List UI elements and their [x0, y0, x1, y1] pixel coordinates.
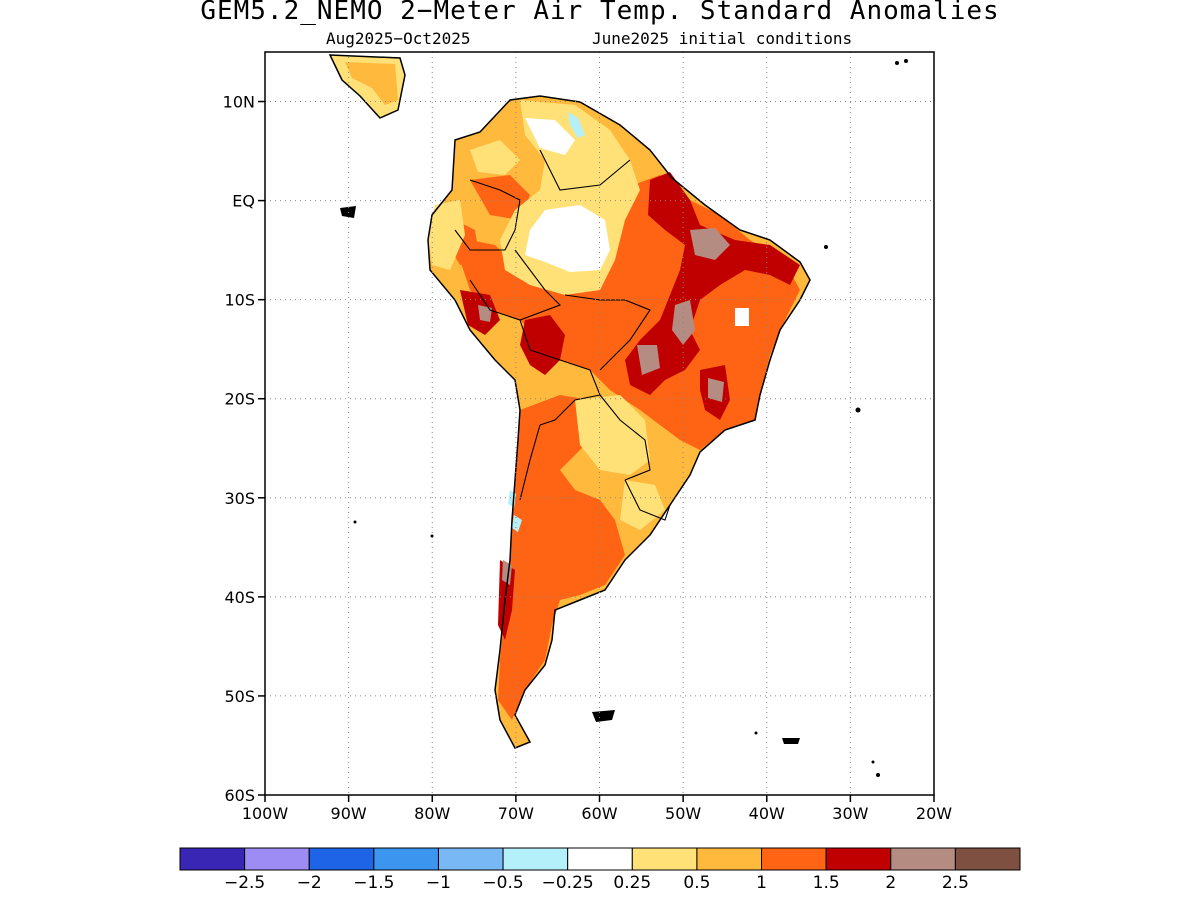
lon-tick-label: 30W [832, 804, 868, 823]
colorbar-swatch [308, 847, 375, 871]
colorbar-swatch [437, 847, 504, 871]
lat-tick-label: 50S [224, 687, 255, 706]
lon-tick-label: 70W [498, 804, 534, 823]
lon-tick-label: 20W [916, 804, 952, 823]
lat-tick-label: 20S [224, 390, 255, 409]
colorbar-label: 2 [885, 873, 896, 893]
map-content [328, 54, 908, 777]
lat-tick-label: 40S [224, 588, 255, 607]
colorbar-swatch [954, 847, 1021, 871]
lat-tick-label: 10S [224, 291, 255, 310]
lat-tick-label: 30S [224, 489, 255, 508]
central-america-coastline [328, 54, 406, 119]
country-borders [454, 149, 671, 521]
colorbar-label: −0.25 [542, 873, 594, 893]
colorbar: −2.5 −2 −1.5 −1 −0.5 −0.25 0.25 0.5 1 1.5 2 2.5 [179, 847, 1021, 893]
longitude-labels: 100W 90W 80W 70W 60W 50W 40W 30W 20W [242, 795, 952, 823]
lon-tick-label: 40W [749, 804, 785, 823]
latitude-labels: 10N EQ 10S 20S 30S 40S 50S 60S [223, 93, 265, 805]
colorbar-label: −1 [426, 873, 451, 893]
anomaly-neutral-zones [525, 118, 749, 326]
lat-tick-label: EQ [232, 192, 255, 211]
map-title: GEM5.2_NEMO 2−Meter Air Temp. Standard A… [200, 0, 1000, 26]
islands [340, 59, 908, 777]
colorbar-swatch [244, 847, 310, 871]
lon-tick-label: 100W [242, 804, 289, 823]
south-america-coastline [427, 95, 811, 749]
central-america-orange [345, 62, 398, 105]
colorbar-swatch [825, 847, 892, 871]
colorbar-swatch [890, 847, 956, 871]
lon-tick-label: 50W [665, 804, 701, 823]
colorbar-label: −0.5 [482, 873, 523, 893]
lon-tick-label: 80W [414, 804, 450, 823]
colorbar-swatch [567, 847, 633, 871]
colorbar-label: 0.25 [613, 873, 651, 893]
colorbar-swatch [696, 847, 763, 871]
colorbar-swatch [502, 847, 569, 871]
colorbar-label: 2.5 [942, 873, 969, 893]
anomaly-2p5-zones [478, 228, 730, 585]
colorbar-swatch [179, 847, 246, 871]
colorbar-label: 0.5 [683, 873, 710, 893]
colorbar-swatch [373, 847, 439, 871]
lat-tick-label: 10N [223, 93, 255, 112]
colorbar-label: −1.5 [353, 873, 394, 893]
colorbar-label: 1 [756, 873, 767, 893]
colorbar-swatch [631, 847, 698, 871]
forecast-period: Aug2025−Oct2025 [326, 29, 471, 48]
colorbar-swatch [761, 847, 827, 871]
colorbar-label: −2 [297, 873, 322, 893]
lat-tick-label: 60S [224, 786, 255, 805]
lon-tick-label: 60W [581, 804, 617, 823]
colorbar-label: −2.5 [224, 873, 265, 893]
lon-tick-label: 90W [331, 804, 367, 823]
initial-conditions: June2025 initial conditions [592, 29, 853, 48]
colorbar-label: 1.5 [813, 873, 840, 893]
